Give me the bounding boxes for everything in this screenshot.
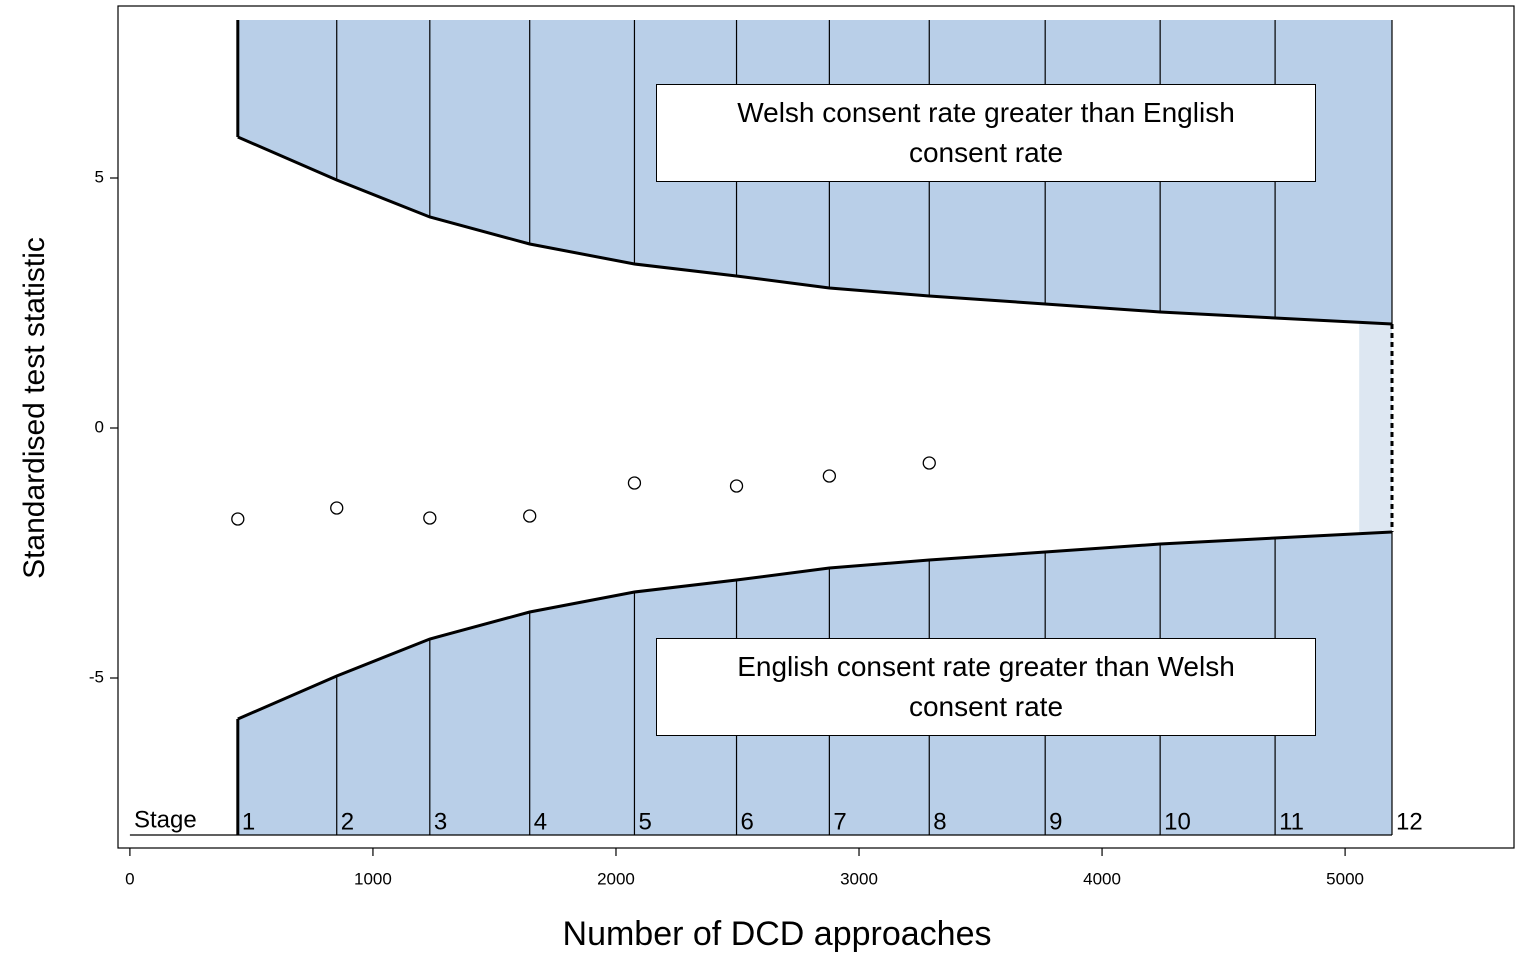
stage-number: 7 xyxy=(833,808,846,835)
stage-number: 10 xyxy=(1164,808,1191,835)
data-point xyxy=(330,501,344,515)
annotation: English consent rate greater than Welsh … xyxy=(656,638,1316,736)
stage-number: 5 xyxy=(638,808,651,835)
stage-number: 9 xyxy=(1049,808,1062,835)
data-point xyxy=(523,509,537,523)
y-tick-label: -5 xyxy=(89,667,104,686)
data-point xyxy=(729,479,744,493)
data-point xyxy=(822,469,837,483)
data-point xyxy=(231,512,245,526)
x-axis-label: Number of DCD approaches xyxy=(563,915,992,953)
final-band xyxy=(1359,324,1392,532)
stage-number: 6 xyxy=(741,808,754,835)
x-tick-label: 5000 xyxy=(1326,869,1364,888)
y-tick-label: 0 xyxy=(95,417,104,436)
y-tick-label: 5 xyxy=(95,167,104,186)
x-tick-label: 3000 xyxy=(840,869,878,888)
x-tick-label: 4000 xyxy=(1083,869,1121,888)
stage-number: 3 xyxy=(434,808,447,835)
boundary-line xyxy=(237,530,1393,721)
stage-number: 2 xyxy=(341,808,354,835)
stage-number: 4 xyxy=(534,808,547,835)
stage-number: 1 xyxy=(242,808,255,835)
annotation: Welsh consent rate greater than English … xyxy=(656,84,1316,182)
stage-label: Stage xyxy=(134,806,197,833)
y-axis-label: Standardised test statistic xyxy=(18,237,51,579)
stage-number: 8 xyxy=(933,808,946,835)
data-point xyxy=(922,456,936,470)
stage-number: 11 xyxy=(1279,808,1304,835)
data-point xyxy=(627,476,642,490)
boundary-line xyxy=(237,135,1393,326)
x-tick-label: 1000 xyxy=(354,869,392,888)
x-tick-label: 2000 xyxy=(597,869,635,888)
stage-number: 12 xyxy=(1396,808,1423,835)
plot-frame xyxy=(117,5,1515,849)
x-tick-label: 0 xyxy=(125,869,134,888)
data-point xyxy=(423,511,437,525)
